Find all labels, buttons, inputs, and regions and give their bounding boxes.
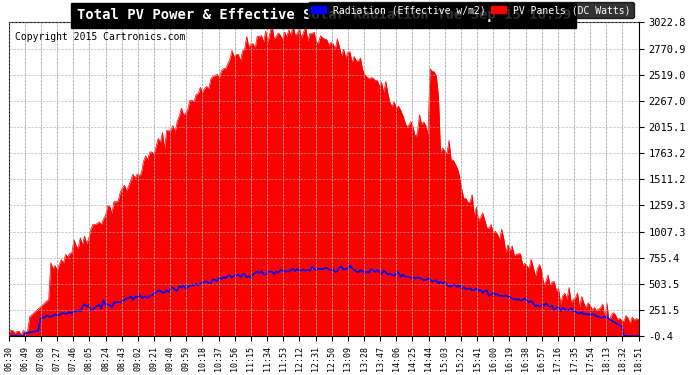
Title: Total PV Power & Effective Solar Radiation Tue Sep 15 18:59: Total PV Power & Effective Solar Radiati… [77, 8, 571, 22]
Text: Copyright 2015 Cartronics.com: Copyright 2015 Cartronics.com [15, 32, 186, 42]
Legend: Radiation (Effective w/m2), PV Panels (DC Watts): Radiation (Effective w/m2), PV Panels (D… [308, 2, 633, 18]
